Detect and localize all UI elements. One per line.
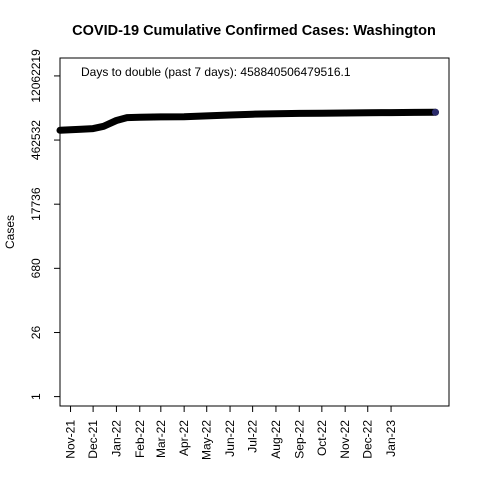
annotation-text: Days to double (past 7 days): 4588405064… [81,65,351,79]
chart-title: COVID-19 Cumulative Confirmed Cases: Was… [72,23,436,39]
series-end-point [431,108,439,116]
x-tick-label: Feb-22 [133,420,147,458]
x-tick-label: Jun-22 [223,420,237,457]
x-tick-label: Jan-22 [109,420,123,457]
x-axis: Nov-21 Dec-21 Jan-22 Feb-22 Mar-22 Apr-22 May-… [64,406,398,460]
series-line [56,108,439,134]
x-tick-label: Oct-22 [315,420,329,456]
x-tick-label: Nov-21 [64,420,78,459]
y-axis-label: Cases [3,215,17,249]
x-tick-label: May-22 [200,420,214,460]
x-tick-label: Nov-22 [338,420,352,459]
plot-frame [59,57,450,407]
x-tick-label: Mar-22 [154,420,168,458]
y-tick-label: 680 [29,258,43,278]
x-tick-label: Dec-21 [86,420,100,459]
series-layer [56,108,439,134]
y-tick-label: 1 [29,393,43,400]
x-tick-label: Jul-22 [246,420,260,453]
y-tick-label: 462532 [29,120,43,160]
x-tick-label: Dec-22 [361,420,375,459]
x-tick-label: Sep-22 [292,420,306,459]
x-tick-label: Aug-22 [269,420,283,459]
y-tick-label: 26 [29,326,43,340]
x-tick-label: Apr-22 [177,420,191,456]
x-tick-label: Jan-23 [384,420,398,457]
y-tick-label: 12062219 [29,49,43,103]
y-axis: 1 26 680 17736 462532 12062219 [29,49,60,400]
y-tick-label: 17736 [29,187,43,221]
